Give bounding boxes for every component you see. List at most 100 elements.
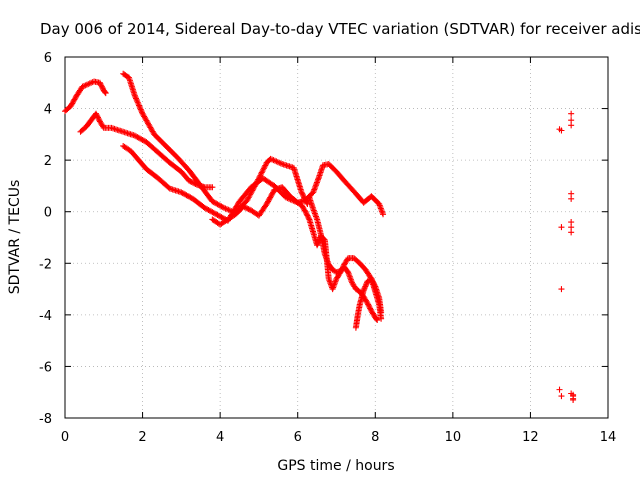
x-tick-label: 8 bbox=[371, 430, 379, 445]
data-point bbox=[209, 184, 216, 191]
data-point bbox=[218, 214, 225, 221]
data-point bbox=[304, 200, 311, 207]
data-point bbox=[183, 192, 190, 199]
data-point bbox=[362, 282, 369, 289]
data-point bbox=[366, 304, 373, 311]
data-point bbox=[363, 280, 370, 287]
data-point bbox=[205, 206, 212, 213]
data-point bbox=[298, 189, 305, 196]
data-point bbox=[210, 209, 217, 216]
y-tick-label: -8 bbox=[39, 412, 52, 427]
data-point bbox=[138, 107, 145, 114]
data-point bbox=[568, 122, 575, 129]
data-point bbox=[558, 286, 565, 293]
data-point bbox=[558, 393, 565, 400]
data-point bbox=[219, 204, 226, 211]
data-point bbox=[137, 106, 144, 113]
data-point bbox=[241, 204, 248, 211]
data-point bbox=[209, 209, 216, 216]
data-point bbox=[267, 193, 274, 200]
data-point bbox=[299, 190, 306, 197]
data-point bbox=[218, 203, 225, 210]
data-point bbox=[568, 190, 575, 197]
data-point bbox=[260, 166, 267, 173]
data-point bbox=[140, 137, 147, 144]
data-point bbox=[134, 98, 141, 105]
x-tick-label: 4 bbox=[216, 430, 224, 445]
data-point bbox=[365, 302, 372, 309]
y-tick-label: -2 bbox=[39, 257, 52, 272]
data-point bbox=[131, 92, 138, 99]
data-point bbox=[136, 103, 143, 110]
data-point bbox=[188, 179, 195, 186]
data-points bbox=[62, 70, 577, 403]
data-point bbox=[258, 170, 265, 177]
data-point bbox=[98, 82, 105, 89]
data-point bbox=[368, 275, 375, 282]
data-point bbox=[206, 207, 213, 214]
y-tick-label: -6 bbox=[39, 360, 52, 375]
y-tick-label: 4 bbox=[44, 103, 52, 118]
data-point bbox=[269, 190, 276, 197]
data-point bbox=[370, 280, 377, 287]
data-point bbox=[244, 205, 251, 212]
data-point bbox=[96, 79, 103, 86]
chart-title: Day 006 of 2014, Sidereal Day-to-day VTE… bbox=[40, 20, 640, 38]
data-point bbox=[370, 279, 377, 286]
x-axis-label: GPS time / hours bbox=[277, 458, 394, 474]
grid-lines bbox=[65, 57, 608, 418]
data-point bbox=[302, 208, 309, 215]
data-point bbox=[301, 207, 308, 214]
data-point bbox=[134, 99, 141, 106]
data-point bbox=[93, 110, 100, 117]
data-point bbox=[265, 198, 272, 205]
data-point bbox=[102, 90, 109, 97]
data-point bbox=[362, 283, 369, 290]
data-point bbox=[374, 317, 381, 324]
data-point bbox=[570, 391, 577, 398]
data-point bbox=[138, 109, 145, 116]
axis-ticks: 0 2 4 6 8 10 12 14 -8 -6 -4 -2 0 2 4 6 bbox=[39, 51, 616, 445]
y-tick-label: 0 bbox=[44, 206, 52, 221]
data-point bbox=[361, 286, 368, 293]
data-point bbox=[98, 83, 105, 90]
data-point bbox=[260, 165, 267, 172]
data-point bbox=[213, 211, 220, 218]
data-point bbox=[259, 168, 266, 175]
x-tick-label: 6 bbox=[294, 430, 302, 445]
data-point bbox=[300, 193, 307, 200]
y-tick-label: 2 bbox=[44, 154, 52, 169]
data-point bbox=[258, 169, 265, 176]
x-tick-label: 10 bbox=[445, 430, 462, 445]
data-point bbox=[202, 205, 209, 212]
data-point bbox=[378, 309, 385, 316]
data-point bbox=[369, 278, 376, 285]
data-point bbox=[262, 162, 269, 169]
data-point bbox=[299, 191, 306, 198]
data-point bbox=[558, 224, 565, 231]
data-point bbox=[568, 219, 575, 226]
data-point bbox=[556, 386, 563, 393]
data-point bbox=[133, 95, 140, 102]
data-point bbox=[380, 211, 387, 218]
x-tick-label: 12 bbox=[522, 430, 539, 445]
data-point bbox=[570, 396, 577, 403]
data-point bbox=[304, 212, 311, 219]
data-point bbox=[184, 192, 191, 199]
data-point bbox=[568, 195, 575, 202]
data-point bbox=[568, 229, 575, 236]
data-point bbox=[204, 206, 211, 213]
data-point bbox=[94, 114, 101, 121]
data-point bbox=[133, 96, 140, 103]
data-point bbox=[186, 177, 193, 184]
data-point bbox=[217, 202, 224, 209]
data-point bbox=[214, 212, 221, 219]
plot-frame bbox=[64, 56, 609, 419]
data-point bbox=[215, 212, 222, 219]
data-point bbox=[180, 190, 187, 197]
data-point bbox=[187, 194, 194, 201]
data-point bbox=[133, 133, 140, 140]
data-point bbox=[209, 198, 216, 205]
data-point bbox=[367, 305, 374, 312]
